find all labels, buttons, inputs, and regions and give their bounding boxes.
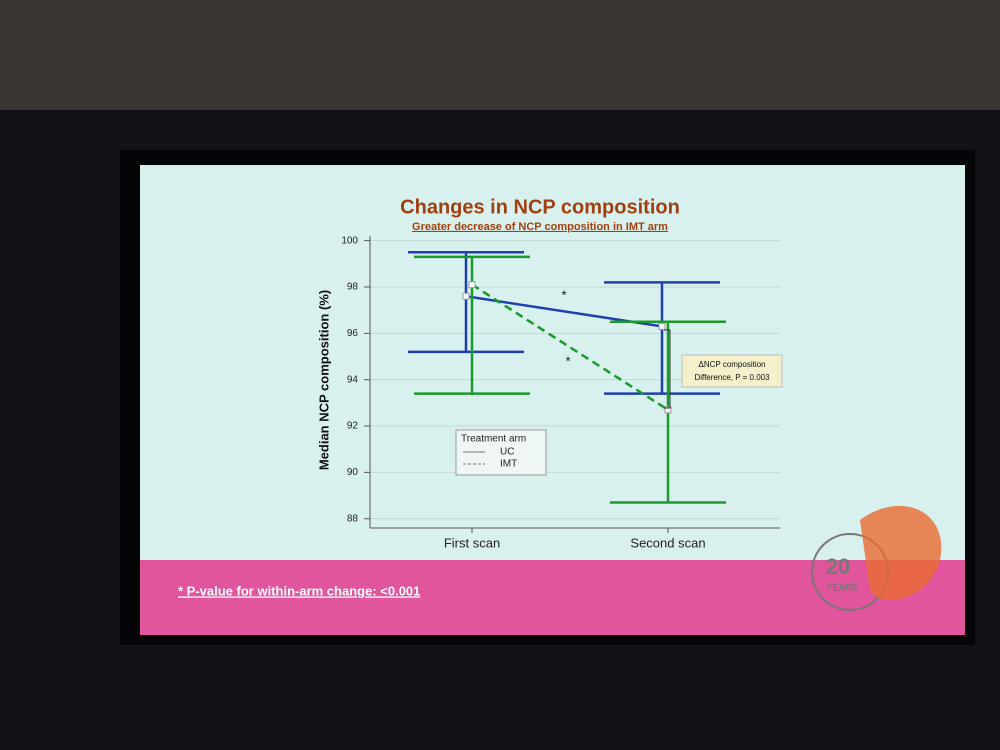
- annotation: *: [561, 287, 566, 302]
- annotation-box: [681, 354, 783, 388]
- x-tick-label: Second scan: [630, 535, 705, 550]
- legend-title: Treatment arm: [461, 434, 526, 445]
- annotation: *: [565, 353, 570, 368]
- logo-text: YEARS: [826, 582, 857, 592]
- y-tick-label: 90: [347, 467, 359, 478]
- annotation: Difference, P = 0.003: [694, 373, 770, 382]
- y-tick-label: 98: [347, 282, 359, 293]
- point: [658, 322, 666, 330]
- x-tick-label: First scan: [444, 535, 500, 550]
- point: [468, 281, 476, 289]
- y-axis-title: Median NCP composition (%): [316, 290, 331, 470]
- y-tick-label: 96: [347, 328, 359, 339]
- subtitle: Greater decrease of NCP composition in I…: [412, 221, 668, 233]
- bracket: [664, 329, 671, 409]
- y-tick-label: 100: [341, 235, 358, 246]
- logo-heart: [860, 505, 942, 600]
- y-tick-label: 92: [347, 421, 359, 432]
- point: [462, 292, 470, 300]
- chart: 88 90 92 94 96 98 100 First scan Second scan * * ΔN…: [341, 235, 783, 550]
- footer-band: [140, 560, 965, 635]
- legend-label: IMT: [500, 459, 517, 470]
- annotation: ΔNCP composition: [699, 360, 766, 369]
- ceiling: [0, 0, 1000, 110]
- point: [664, 406, 672, 414]
- y-tick-label: 94: [347, 374, 359, 385]
- slide: [140, 165, 965, 635]
- title: Changes in NCP composition: [400, 196, 680, 218]
- legend-label: UC: [500, 447, 514, 458]
- footnote: * P-value for within-arm change: <0.001: [178, 583, 420, 598]
- y-tick-label: 88: [347, 513, 359, 524]
- logo-number: 20: [826, 554, 850, 579]
